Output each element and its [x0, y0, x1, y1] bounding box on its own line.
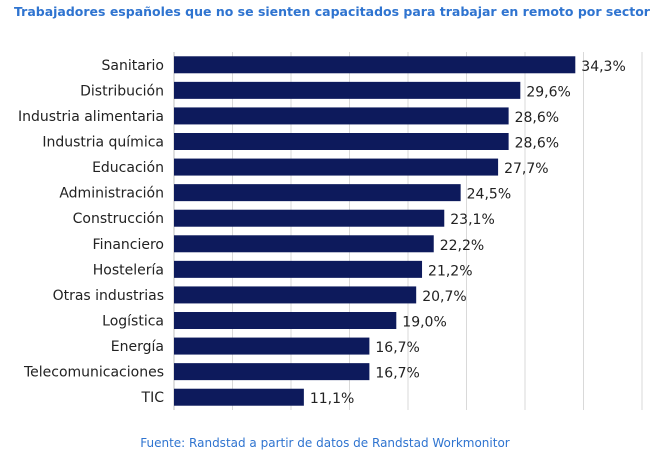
bar	[174, 388, 304, 406]
value-label: 19,0%	[402, 315, 446, 331]
bar	[174, 56, 576, 74]
category-label: Sanitario	[101, 58, 164, 74]
bar	[174, 209, 445, 227]
category-label: Educación	[92, 160, 164, 176]
bar	[174, 184, 461, 202]
bar	[174, 81, 521, 99]
value-label: 27,7%	[504, 161, 548, 177]
value-label: 24,5%	[467, 187, 511, 203]
value-label: 22,2%	[440, 238, 484, 254]
bar	[174, 337, 370, 355]
bar	[174, 133, 509, 150]
bar	[174, 235, 434, 253]
source-note: Fuente: Randstad a partir de datos de Ra…	[140, 436, 510, 450]
value-label: 28,6%	[515, 136, 559, 152]
gridlines	[173, 52, 643, 410]
value-labels: 34,3% 29,6% 28,6% 28,6% 27,7% 24,5% 23,1% 22,2%…	[310, 59, 626, 407]
value-label: 34,3%	[581, 59, 625, 75]
value-label: 16,7%	[375, 340, 419, 356]
category-label: Distribución	[80, 83, 164, 99]
category-label: Industria alimentaria	[18, 109, 164, 125]
value-label: 29,6%	[526, 84, 570, 100]
category-label: Industria química	[42, 135, 164, 151]
value-label: 16,7%	[375, 366, 419, 382]
value-label: 23,1%	[450, 212, 494, 228]
value-label: 20,7%	[422, 289, 466, 305]
category-label: Telecomunicaciones	[23, 365, 164, 381]
category-label: Energía	[111, 339, 164, 355]
category-labels: Sanitario Distribución Industria alimentar…	[18, 58, 164, 406]
bar	[174, 363, 370, 381]
chart-title: Trabajadores españoles que no se sienten…	[14, 4, 650, 19]
bar-chart: Sanitario Distribución Industria alimentar…	[18, 52, 643, 410]
category-label: TIC	[141, 390, 165, 406]
value-label: 21,2%	[428, 263, 472, 279]
bar	[174, 158, 499, 176]
category-label: Administración	[59, 186, 164, 202]
bars	[174, 56, 576, 406]
category-label: Financiero	[93, 237, 164, 253]
value-label: 28,6%	[515, 110, 559, 126]
category-label: Hostelería	[93, 262, 164, 278]
category-label: Construcción	[73, 211, 164, 227]
bar	[174, 286, 417, 304]
bar	[174, 260, 423, 278]
value-label: 11,1%	[310, 391, 354, 407]
category-label: Otras industrias	[53, 288, 164, 304]
bar	[174, 107, 509, 125]
bar	[174, 312, 397, 329]
category-label: Logística	[102, 314, 164, 330]
